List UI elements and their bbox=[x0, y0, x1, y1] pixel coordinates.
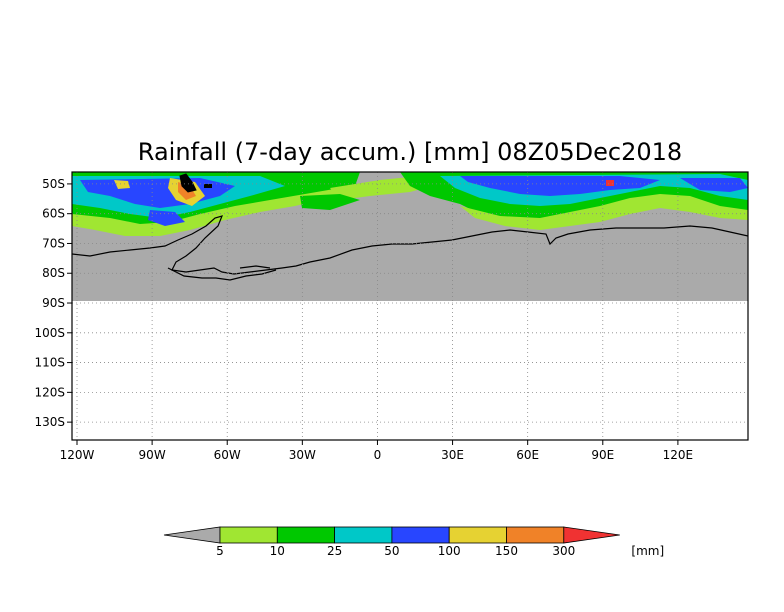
lat-tick-label: 110S bbox=[34, 356, 65, 370]
colorbar-bin bbox=[506, 526, 565, 544]
south-america-tip bbox=[179, 173, 197, 193]
colorbar-low-arrow bbox=[163, 526, 221, 544]
colorbar-bin bbox=[391, 526, 450, 544]
lon-tick-label: 120W bbox=[60, 448, 95, 462]
lat-axis: 50S 60S 70S 80S 90S 100S 110S 120S 130S bbox=[34, 177, 72, 429]
colorbar-threshold-label: 10 bbox=[270, 544, 285, 558]
lon-tick-label: 60W bbox=[214, 448, 241, 462]
colorbar: 5 10 25 50 100 150 300 [mm] bbox=[163, 526, 664, 558]
colorbar-threshold-label: 150 bbox=[495, 544, 518, 558]
rainfall-field bbox=[72, 172, 748, 236]
antarctica-coastline bbox=[72, 215, 748, 275]
falkland-islands bbox=[204, 184, 212, 188]
lon-tick-label: 90W bbox=[139, 448, 166, 462]
colorbar-threshold-label: 25 bbox=[327, 544, 342, 558]
colorbar-bin bbox=[334, 526, 393, 544]
lon-tick-label: 30W bbox=[289, 448, 316, 462]
rain-band-blue-small bbox=[148, 210, 185, 226]
rain-band-blue-east-2 bbox=[680, 178, 748, 192]
ronne-ice-shelf-outline bbox=[167, 265, 277, 281]
rain-band-lightgreen-east bbox=[460, 194, 748, 230]
colorbar-threshold-label: 5 bbox=[216, 544, 224, 558]
lon-tick-label: 90E bbox=[591, 448, 614, 462]
colorbar-threshold-label: 100 bbox=[438, 544, 461, 558]
colorbar-unit-label: [mm] bbox=[631, 544, 664, 558]
colorbar-threshold-label: 300 bbox=[552, 544, 575, 558]
lat-tick-label: 60S bbox=[42, 207, 65, 221]
lat-tick-label: 80S bbox=[42, 266, 65, 280]
lon-tick-label: 0 bbox=[374, 448, 382, 462]
rain-band-yellow-spot bbox=[114, 180, 130, 189]
lon-tick-label: 30E bbox=[441, 448, 464, 462]
lat-tick-label: 50S bbox=[42, 177, 65, 191]
lon-tick-label: 60E bbox=[516, 448, 539, 462]
lat-tick-label: 100S bbox=[34, 326, 65, 340]
colorbar-high-arrow bbox=[563, 526, 620, 544]
lon-axis: 120W 90W 60W 30W 0 30E 60E 90E 120E bbox=[60, 440, 694, 462]
colorbar-threshold-label: 50 bbox=[384, 544, 399, 558]
rain-band-lightgreen-west bbox=[72, 184, 362, 236]
lat-tick-label: 70S bbox=[42, 236, 65, 250]
lat-tick-label: 90S bbox=[42, 296, 65, 310]
lat-tick-label: 130S bbox=[34, 415, 65, 429]
colorbar-bin bbox=[276, 526, 335, 544]
lat-tick-label: 120S bbox=[34, 385, 65, 399]
colorbar-bin bbox=[448, 526, 507, 544]
rain-band-red-spot bbox=[606, 180, 614, 186]
gridlines bbox=[72, 172, 748, 440]
rain-band-green-mid bbox=[300, 194, 360, 210]
map-title: Rainfall (7-day accum.) [mm] 08Z05Dec201… bbox=[138, 138, 682, 166]
plot-area bbox=[72, 172, 748, 440]
colorbar-bin bbox=[219, 526, 278, 544]
plot-frame bbox=[71, 171, 749, 441]
lon-tick-label: 120E bbox=[663, 448, 694, 462]
